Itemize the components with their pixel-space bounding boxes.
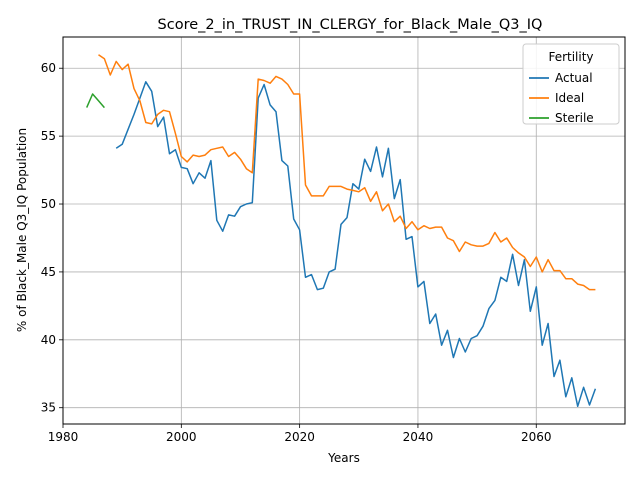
plot-series (86, 54, 597, 408)
legend: Fertility Actual Ideal Sterile (522, 43, 620, 125)
legend-label-actual: Actual (555, 71, 593, 85)
y-tick-label: 55 (41, 129, 56, 143)
x-tick-label: 2060 (521, 430, 552, 444)
plot-area-frame (62, 36, 626, 425)
y-tick-label: 45 (41, 265, 56, 279)
y-tick-label: 50 (41, 197, 56, 211)
x-axis: 1980 2000 2020 2040 2060 (48, 424, 552, 444)
y-tick-label: 40 (41, 333, 56, 347)
x-tick-label: 1980 (48, 430, 79, 444)
x-axis-label: Years (327, 451, 360, 465)
series-line-ideal (98, 54, 596, 291)
series-line-sterile (86, 93, 105, 109)
x-tick-label: 2020 (284, 430, 315, 444)
legend-title: Fertility (548, 50, 593, 64)
y-tick-label: 60 (41, 61, 56, 75)
legend-label-ideal: Ideal (555, 91, 584, 105)
series-line-actual (115, 81, 597, 408)
chart-title: Score_2_in_TRUST_IN_CLERGY_for_Black_Mal… (158, 17, 543, 33)
x-tick-label: 2000 (166, 430, 197, 444)
legend-items: Actual Ideal Sterile (529, 71, 594, 125)
y-axis-label: % of Black_Male Q3_IQ Population (15, 128, 29, 332)
x-tick-label: 2040 (403, 430, 434, 444)
y-axis: 35 40 45 50 55 60 (41, 61, 63, 415)
legend-box (522, 43, 620, 125)
legend-label-sterile: Sterile (555, 111, 594, 125)
y-tick-label: 35 (41, 401, 56, 415)
